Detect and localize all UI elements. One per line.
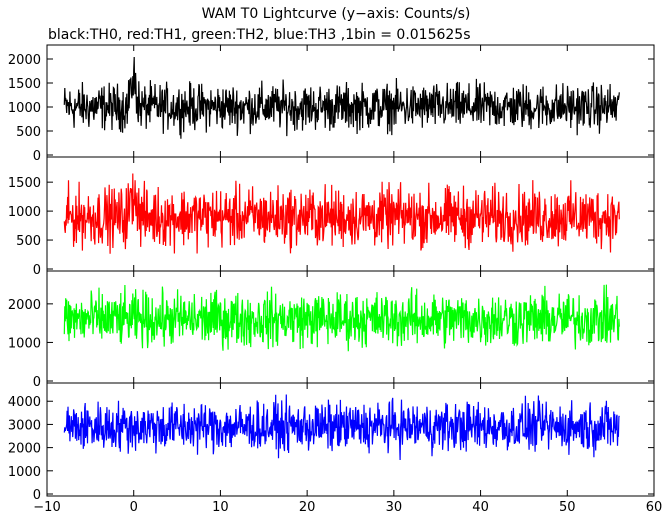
panel-frame-th3 <box>46 382 655 497</box>
y-tick-label: 1000 <box>8 205 41 220</box>
y-tick-label: 1000 <box>8 336 41 351</box>
series-line-th0 <box>63 56 620 139</box>
x-tick-label: 20 <box>299 500 316 515</box>
y-tick-label: 0 <box>33 263 41 278</box>
chart-title: WAM T0 Lightcurve (y−axis: Counts/s) <box>201 6 471 22</box>
y-tick-label: 0 <box>33 375 41 390</box>
y-tick-label: 1500 <box>8 77 41 92</box>
series-line-th2 <box>63 284 620 352</box>
x-tick-label: 0 <box>130 500 138 515</box>
x-tick-label: 60 <box>646 500 663 515</box>
x-tick-label: 40 <box>472 500 489 515</box>
series-line-th3 <box>63 394 620 461</box>
y-tick-label: 500 <box>16 234 41 249</box>
y-tick-label: 1500 <box>8 176 41 191</box>
y-tick-label: 2000 <box>8 53 41 68</box>
y-tick-label: 1000 <box>8 465 41 480</box>
x-tick-label: 10 <box>212 500 229 515</box>
y-tick-label: 0 <box>33 488 41 503</box>
x-tick-label: −10 <box>33 500 60 515</box>
y-tick-label: 3000 <box>8 418 41 433</box>
x-tick-label: 50 <box>559 500 576 515</box>
x-tick-label: 30 <box>386 500 403 515</box>
series-line-th1 <box>63 173 620 254</box>
y-tick-label: 2000 <box>8 298 41 313</box>
y-tick-label: 2000 <box>8 442 41 457</box>
y-tick-label: 4000 <box>8 395 41 410</box>
y-tick-label: 1000 <box>8 101 41 116</box>
chart-subtitle: black:TH0, red:TH1, green:TH2, blue:TH3 … <box>48 27 471 43</box>
y-tick-label: 0 <box>33 149 41 164</box>
y-tick-label: 500 <box>16 125 41 140</box>
